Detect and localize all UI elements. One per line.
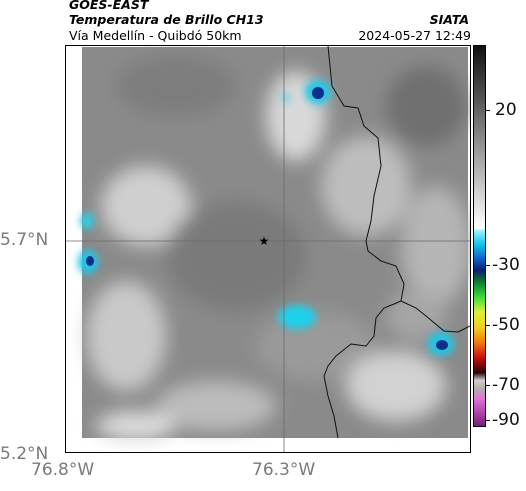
colorbar-tick (486, 385, 490, 386)
star-icon: ★ (259, 234, 270, 248)
colorbar-tick (486, 265, 490, 266)
border-line-east (400, 300, 471, 333)
x-tick-label: 76.3°W (252, 460, 316, 480)
satellite-map[interactable]: ★ (65, 45, 471, 453)
product-title: Temperatura de Brillo CH13 (69, 12, 264, 27)
datetime-label: 2024-05-27 12:49 (358, 28, 471, 43)
region-label: Vía Medellín - Quibdó 50km (69, 28, 242, 43)
x-tick-label: 76.8°W (31, 460, 95, 480)
border-line (323, 45, 405, 439)
source-label: SIATA (429, 12, 469, 27)
colorbar-tick (486, 110, 490, 111)
colorbar-tick (486, 325, 490, 326)
y-tick-label: 5.7°N (0, 230, 49, 250)
colorbar-label: 20 (495, 100, 517, 120)
colorbar-gradient (474, 46, 485, 426)
satellite-image: ★ (66, 45, 471, 452)
colorbar (473, 45, 486, 427)
colorbar-label: -50 (492, 315, 520, 335)
colorbar-label: -30 (492, 255, 520, 275)
satellite-name: GOES-EAST (69, 0, 149, 12)
colorbar-tick (486, 420, 490, 421)
colorbar-label: -70 (492, 375, 520, 395)
y-tick-label: 5.2°N (0, 444, 49, 464)
colorbar-label: -90 (492, 410, 520, 430)
